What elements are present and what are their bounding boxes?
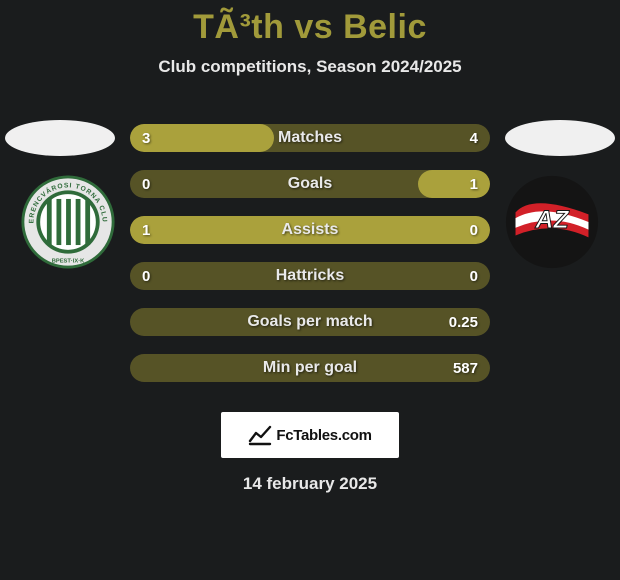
subtitle: Club competitions, Season 2024/2025 [0,57,620,77]
stat-row: 3 Matches 4 [130,124,490,152]
club-badge-left: FERENCVÁROSI TORNA CLUB BPEST·IX·K [20,174,116,270]
stat-bar-right [418,170,490,198]
svg-text:BPEST·IX·K: BPEST·IX·K [52,258,85,264]
date-text: 14 february 2025 [0,474,620,494]
stat-row: 0 Goals 1 [130,170,490,198]
svg-text:AZ: AZ [534,206,570,234]
player-avatar-right [505,120,615,156]
stat-value-left: 0 [142,268,150,285]
stat-value-right: 587 [453,360,478,377]
stat-bar-left [130,216,490,244]
club-badge-right: AZ [504,174,600,270]
stat-row: 1 Assists 0 [130,216,490,244]
stat-label: Goals per match [130,313,490,331]
page-title: TÃ³th vs Belic [0,8,620,47]
brand-badge[interactable]: FcTables.com [221,412,399,458]
stat-value-right: 1 [470,176,478,193]
stat-value-right: 0 [470,268,478,285]
brand-text: FcTables.com [276,427,371,444]
stat-row: 0 Hattricks 0 [130,262,490,290]
stats-panel: 3 Matches 4 0 Goals 1 1 Assists 0 0 Hatt… [130,124,490,382]
stat-label: Hattricks [130,267,490,285]
stat-value-right: 0.25 [449,314,478,331]
stat-bar-left [130,124,274,152]
stat-label: Min per goal [130,359,490,377]
stat-value-left: 1 [142,222,150,239]
stat-row: Min per goal 587 [130,354,490,382]
stat-value-right: 4 [470,130,478,147]
stat-row: Goals per match 0.25 [130,308,490,336]
stat-value-left: 3 [142,130,150,147]
chart-icon [248,423,272,447]
stat-value-right: 0 [470,222,478,239]
stat-value-left: 0 [142,176,150,193]
player-avatar-left [5,120,115,156]
comparison-card: TÃ³th vs Belic Club competitions, Season… [0,0,620,580]
